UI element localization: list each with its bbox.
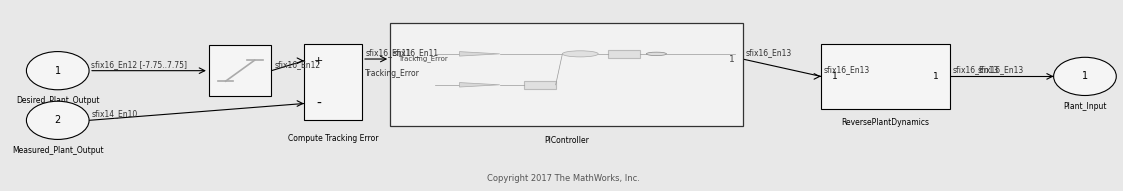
FancyBboxPatch shape	[524, 81, 556, 89]
FancyBboxPatch shape	[609, 50, 640, 58]
FancyBboxPatch shape	[304, 44, 362, 120]
Text: Desired_Plant_Output: Desired_Plant_Output	[16, 96, 100, 105]
Text: Tracking_Error: Tracking_Error	[365, 69, 420, 78]
Text: sfix14_En10: sfix14_En10	[91, 109, 137, 118]
FancyBboxPatch shape	[209, 45, 272, 96]
Circle shape	[647, 52, 666, 56]
Text: PIController: PIController	[544, 136, 588, 145]
Text: 1: 1	[729, 54, 734, 64]
Text: sfix16_En13: sfix16_En13	[953, 66, 999, 74]
Ellipse shape	[27, 52, 89, 90]
Polygon shape	[459, 83, 500, 87]
Circle shape	[563, 51, 599, 57]
Text: Plant_Input: Plant_Input	[1063, 102, 1106, 111]
Ellipse shape	[27, 101, 89, 139]
Text: sfix16_En12 [-7.75..7.75]: sfix16_En12 [-7.75..7.75]	[91, 60, 188, 69]
Text: 1: 1	[55, 66, 61, 76]
Text: +: +	[313, 56, 323, 66]
Text: ReversePlantDynamics: ReversePlantDynamics	[841, 118, 929, 127]
Text: Compute Tracking Error: Compute Tracking Error	[287, 134, 378, 143]
Text: sfix16_En11: sfix16_En11	[392, 48, 438, 57]
Ellipse shape	[1053, 57, 1116, 96]
Text: Measured_Plant_Output: Measured_Plant_Output	[12, 146, 103, 155]
Text: 1: 1	[1081, 71, 1088, 81]
Polygon shape	[459, 52, 500, 56]
Text: sfix16_En12: sfix16_En12	[275, 60, 321, 69]
Text: -: -	[316, 96, 321, 111]
Text: sfix16_En13: sfix16_En13	[823, 66, 869, 74]
Text: sfix16_En13: sfix16_En13	[746, 48, 792, 57]
Text: Tracking_Error: Tracking_Error	[398, 56, 448, 62]
FancyBboxPatch shape	[390, 23, 742, 126]
Text: sfix16_En13: sfix16_En13	[977, 66, 1024, 74]
Text: 1: 1	[932, 72, 939, 81]
Text: Copyright 2017 The MathWorks, Inc.: Copyright 2017 The MathWorks, Inc.	[487, 174, 640, 183]
Text: sfix16_En11: sfix16_En11	[365, 48, 412, 57]
Text: 1: 1	[832, 72, 838, 81]
Text: 2: 2	[55, 115, 61, 125]
FancyBboxPatch shape	[821, 44, 950, 109]
